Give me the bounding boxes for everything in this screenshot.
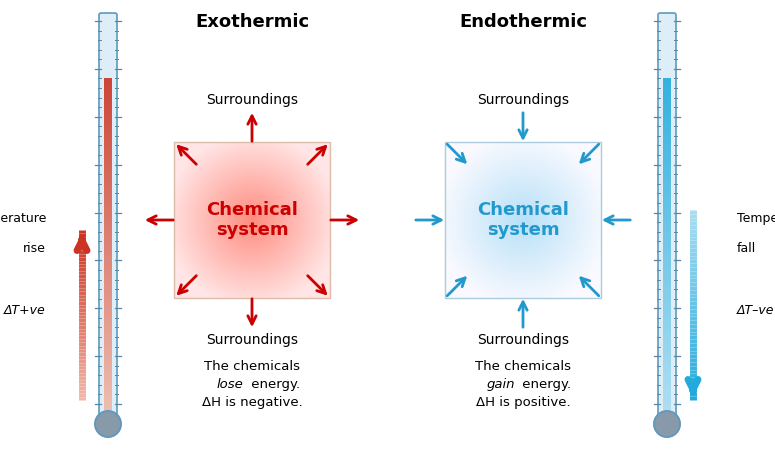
Text: Endothermic: Endothermic bbox=[459, 13, 587, 31]
Text: Surroundings: Surroundings bbox=[206, 333, 298, 347]
Text: gain: gain bbox=[487, 378, 515, 391]
Text: Exothermic: Exothermic bbox=[195, 13, 309, 31]
Text: energy.: energy. bbox=[518, 378, 571, 391]
Text: lose: lose bbox=[217, 378, 243, 391]
FancyBboxPatch shape bbox=[658, 13, 676, 416]
Text: rise: rise bbox=[23, 242, 46, 255]
Text: ΔH is negative.: ΔH is negative. bbox=[202, 396, 302, 409]
Bar bbox=[174, 142, 330, 298]
Text: energy.: energy. bbox=[247, 378, 300, 391]
Text: The chemicals: The chemicals bbox=[204, 360, 300, 373]
Circle shape bbox=[95, 411, 121, 437]
Circle shape bbox=[654, 411, 680, 437]
Text: Surroundings: Surroundings bbox=[206, 93, 298, 107]
Text: Temperature: Temperature bbox=[737, 212, 775, 225]
Text: Chemical
system: Chemical system bbox=[477, 201, 569, 240]
Text: Chemical
system: Chemical system bbox=[206, 201, 298, 240]
Text: Surroundings: Surroundings bbox=[477, 93, 569, 107]
Text: ΔT–ve: ΔT–ve bbox=[737, 304, 774, 317]
Text: Temperature: Temperature bbox=[0, 212, 46, 225]
Text: fall: fall bbox=[737, 242, 756, 255]
Text: Surroundings: Surroundings bbox=[477, 333, 569, 347]
FancyBboxPatch shape bbox=[99, 13, 117, 416]
Text: The chemicals: The chemicals bbox=[475, 360, 571, 373]
Bar bbox=[445, 142, 601, 298]
Text: ΔH is positive.: ΔH is positive. bbox=[476, 396, 570, 409]
Text: ΔT+ve: ΔT+ve bbox=[4, 304, 46, 317]
